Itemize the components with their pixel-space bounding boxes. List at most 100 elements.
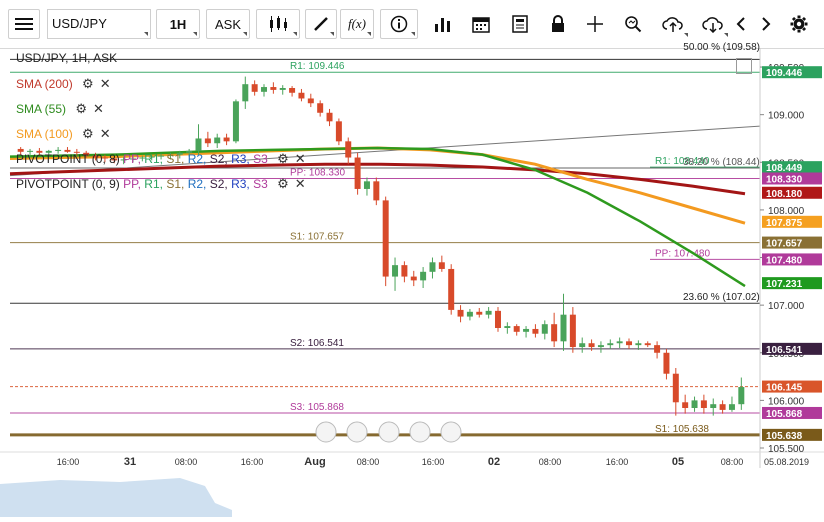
cloud-download-icon [702, 17, 723, 33]
pen-icon [314, 17, 328, 31]
x-tick-label: 16:00 [241, 457, 264, 467]
legend-pivot1-label: PIVOTPOINT (0, 8) [16, 152, 120, 166]
price-tag [762, 66, 822, 79]
candle-body [700, 400, 707, 408]
x-tick-label: 31 [124, 456, 136, 468]
candle-body [494, 310, 501, 328]
price-tag-label: 107.480 [766, 255, 803, 266]
legend-pivot1-s2: S2, [209, 152, 228, 166]
news-button[interactable] [505, 9, 535, 39]
level-label: 23.60 % (107.02) [683, 292, 760, 303]
navigator-area [0, 478, 232, 517]
candle-body [83, 152, 90, 156]
x-tick-label: 16:00 [606, 457, 629, 467]
level-label: PP: 108.330 [290, 167, 345, 178]
x-tick-label: 08:00 [175, 457, 198, 467]
legend-pivot2-r1: R1, [144, 177, 163, 191]
candle-body [92, 155, 99, 158]
price-tag [762, 186, 822, 199]
candle-body [73, 151, 80, 153]
zoom-in-icon [409, 421, 431, 443]
info-button[interactable] [380, 9, 418, 39]
candle-body [551, 324, 558, 342]
candle-body [644, 343, 651, 346]
volume-button[interactable] [428, 9, 458, 39]
pivot2-settings-icon[interactable]: ⚙ [277, 176, 289, 191]
lock-icon [552, 15, 564, 32]
sma55-settings-icon[interactable]: ⚙ [75, 101, 88, 116]
next-button[interactable] [755, 9, 777, 39]
candle-body [438, 262, 445, 269]
candle-body [354, 157, 361, 189]
lock-button[interactable] [543, 9, 573, 39]
legend-pivot2: PIVOTPOINT (0, 9) PP, R1, S1, R2, S2, R3… [16, 176, 306, 192]
legend-pivot1-s3: S3 [253, 152, 268, 166]
menu-button[interactable] [8, 9, 40, 39]
timeframe-button[interactable]: 1H [156, 9, 200, 39]
candle-body [214, 137, 221, 144]
calendar-button[interactable] [466, 9, 496, 39]
legend-pivot1-s1: S1, [166, 152, 185, 166]
price-tag [762, 172, 822, 185]
legend-sma100: SMA (100) ⚙ ✕ [16, 126, 111, 142]
x-tick-label: 16:00 [57, 457, 80, 467]
candle-body [167, 154, 174, 156]
candle-body [363, 181, 370, 189]
price-type-button[interactable]: ASK [206, 9, 250, 39]
candle-body [298, 92, 305, 99]
candle-body [111, 158, 118, 161]
candle-body [195, 138, 202, 151]
candle-body [541, 324, 548, 334]
chart-area[interactable]: R1: 109.446 R1: 108.440 38.20 % (108.44) PP… [0, 42, 824, 517]
sma200-settings-icon[interactable]: ⚙ [82, 76, 94, 91]
candle-body [719, 404, 726, 410]
crosshair-button[interactable] [580, 9, 610, 39]
pivot2-close-icon[interactable]: ✕ [294, 176, 306, 191]
price-tag [762, 406, 822, 419]
chart-type-button[interactable] [256, 9, 300, 39]
legend-pivot2-s2: S2, [209, 177, 228, 191]
candle-body [373, 181, 380, 201]
price-tag [762, 342, 822, 355]
price-tag [762, 380, 822, 393]
settings-button[interactable] [787, 9, 811, 39]
candle-body [345, 141, 352, 158]
zoom-button[interactable] [618, 9, 648, 39]
candle-body [448, 268, 455, 310]
pivot1-close-icon[interactable]: ✕ [294, 151, 306, 166]
download-button[interactable] [696, 9, 730, 39]
candle-body [36, 150, 43, 153]
symbol-selector[interactable]: USD/JPY [47, 9, 151, 39]
x-tick-label: 08:00 [721, 457, 744, 467]
gear-icon [790, 15, 808, 33]
sma200-close-icon[interactable]: ✕ [99, 76, 111, 91]
bar-chart-icon [435, 18, 450, 32]
nav-forward-icon [440, 421, 462, 443]
x-tick-label: 05 [672, 456, 684, 468]
x-tick-label: 02 [488, 456, 500, 468]
pivot1-settings-icon[interactable]: ⚙ [277, 151, 289, 166]
indicator-button[interactable]: f(x) [340, 9, 374, 39]
cloud-upload-icon [662, 17, 683, 32]
candle-body [64, 149, 71, 152]
x-end-label: 05.08.2019 [764, 457, 809, 467]
upload-button[interactable] [656, 9, 690, 39]
prev-button[interactable] [730, 9, 752, 39]
expand-icon[interactable] [736, 58, 752, 74]
sma55-close-icon[interactable]: ✕ [93, 101, 104, 116]
candle-body [523, 328, 530, 332]
price-tag-label: 105.868 [766, 409, 803, 420]
nav-reset-icon [378, 421, 400, 443]
candle-body [682, 402, 689, 408]
sma100-settings-icon[interactable]: ⚙ [82, 126, 94, 141]
sma100-close-icon[interactable]: ✕ [99, 126, 111, 141]
candle-body [504, 326, 511, 328]
function-label: f(x) [347, 16, 367, 31]
draw-button[interactable] [305, 9, 337, 39]
candle-body [654, 345, 661, 353]
price-tag [762, 277, 822, 290]
candle-body [158, 155, 165, 157]
candle-body [663, 352, 670, 374]
candle-body [17, 148, 24, 152]
